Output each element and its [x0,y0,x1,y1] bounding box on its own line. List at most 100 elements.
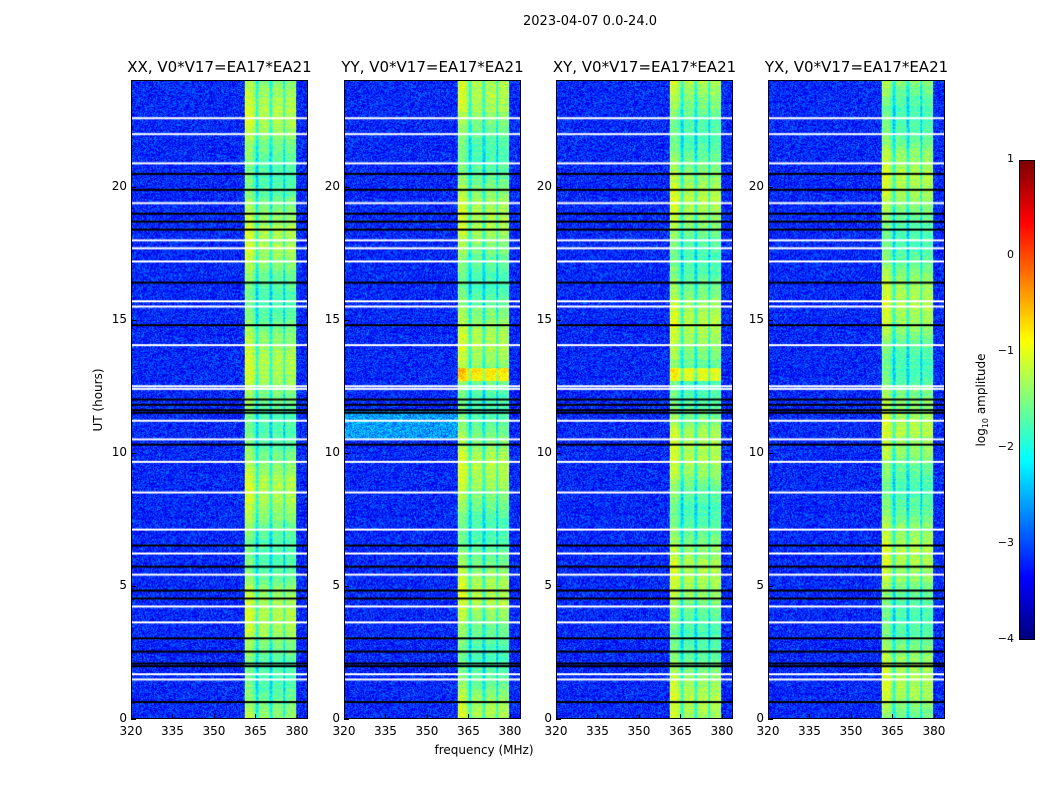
x-tick-mark [721,714,723,719]
x-tick-mark [680,714,682,719]
y-tick-mark [344,452,349,454]
y-axis-label: UT (hours) [91,368,105,432]
y-tick-label: 10 [324,444,340,459]
y-tick-mark [131,319,136,321]
y-tick-mark [344,319,349,321]
heatmap-image [345,81,520,718]
y-tick-label: 15 [536,311,552,326]
x-tick-mark [638,714,640,719]
colorbar-label-sub: 10 [981,417,991,429]
y-tick-label: 5 [544,577,552,592]
x-tick-label: 380 [498,724,522,738]
y-tick-mark [344,719,349,720]
colorbar-tick-label: 0 [1007,248,1014,261]
x-axis-label: frequency (MHz) [434,743,534,757]
y-tick-label: 20 [536,178,552,193]
y-tick-label: 15 [111,311,127,326]
x-tick-mark [255,714,257,719]
x-tick-mark [597,714,599,719]
y-tick-label: 15 [748,311,764,326]
x-tick-label: 365 [244,724,267,738]
x-tick-label: 350 [202,724,226,738]
colorbar-tick-label: −1 [997,344,1014,357]
y-tick-mark [131,719,136,720]
colorbar-label-rest: amplitude [973,353,988,418]
y-tick-label: 20 [748,178,764,193]
colorbar [1019,160,1035,640]
y-tick-label: 10 [536,444,552,459]
x-tick-label: 365 [457,724,480,738]
x-tick-label: 380 [922,724,946,738]
y-tick-mark [556,186,561,188]
x-tick-label: 320 [119,724,143,738]
y-tick-mark [768,585,773,587]
panel-0 [131,80,308,719]
y-tick-mark [768,452,773,454]
y-tick-label: 20 [324,178,340,193]
figure-title: 2023-04-07 0.0-24.0 [523,14,657,29]
x-tick-mark [850,714,852,719]
x-tick-label: 320 [544,724,568,738]
heatmap-image [132,81,307,718]
x-tick-mark [131,714,132,719]
x-tick-mark [892,714,894,719]
heatmap-image [769,81,944,718]
x-tick-label: 335 [161,724,184,738]
x-tick-mark [556,714,557,719]
y-tick-label: 15 [324,311,340,326]
x-tick-label: 350 [839,724,863,738]
x-tick-label: 365 [881,724,904,738]
y-tick-mark [556,585,561,587]
x-tick-label: 380 [710,724,734,738]
panel-title: XX, V0*V17=EA17*EA21 [127,58,312,76]
x-tick-mark [426,714,428,719]
y-tick-mark [131,452,136,454]
y-tick-mark [131,585,136,587]
heatmap-image [557,81,732,718]
panel-2 [556,80,733,719]
x-tick-label: 320 [332,724,356,738]
y-tick-label: 0 [544,711,552,725]
x-tick-mark [509,714,511,719]
x-tick-label: 335 [798,724,821,738]
x-tick-mark [933,714,935,719]
y-tick-mark [344,585,349,587]
panel-title: YY, V0*V17=EA17*EA21 [341,58,524,76]
colorbar-tick-label: −3 [997,536,1014,549]
y-tick-label: 0 [332,711,340,725]
x-tick-label: 350 [627,724,651,738]
colorbar-tick-label: −4 [997,632,1014,645]
x-tick-mark [809,714,811,719]
x-tick-label: 365 [669,724,692,738]
colorbar-tick-label: −2 [997,440,1014,453]
y-tick-mark [556,319,561,321]
y-tick-label: 5 [332,577,340,592]
colorbar-tick-label: 1 [1007,152,1014,165]
x-tick-mark [296,714,298,719]
panel-title: YX, V0*V17=EA17*EA21 [764,58,949,76]
x-tick-mark [344,714,345,719]
x-tick-label: 335 [586,724,609,738]
x-tick-label: 350 [415,724,439,738]
y-tick-mark [131,186,136,188]
y-tick-label: 0 [119,711,127,725]
x-tick-mark [213,714,215,719]
y-tick-label: 5 [756,577,764,592]
panel-1 [344,80,521,719]
panel-3 [768,80,945,719]
y-tick-label: 20 [111,178,127,193]
panel-title: XY, V0*V17=EA17*EA21 [552,58,737,76]
y-tick-mark [768,186,773,188]
y-tick-mark [768,719,773,720]
x-tick-mark [768,714,769,719]
x-tick-mark [468,714,470,719]
y-tick-mark [344,186,349,188]
x-tick-label: 380 [285,724,309,738]
x-tick-mark [172,714,174,719]
y-tick-mark [556,452,561,454]
colorbar-label: log10 amplitude [974,354,990,447]
y-tick-label: 10 [111,444,127,459]
y-tick-label: 5 [119,577,127,592]
y-tick-label: 10 [748,444,764,459]
